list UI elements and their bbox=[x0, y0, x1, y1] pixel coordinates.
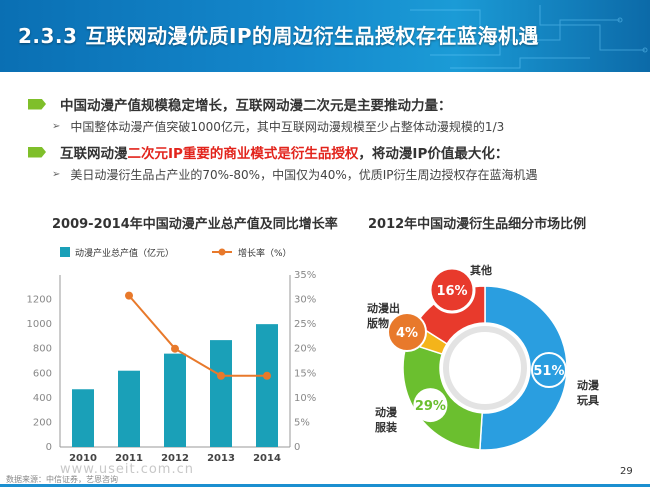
bullet-arrow-icon bbox=[28, 98, 46, 110]
growth-line bbox=[128, 294, 267, 377]
growth-point bbox=[263, 371, 271, 380]
section-number: 2.3.3 bbox=[18, 24, 78, 48]
y-left-tick-label: 400 bbox=[33, 393, 52, 404]
bullet-text: 中国动漫产值规模稳定增长，互联网动漫二次元是主要推动力量： bbox=[60, 98, 452, 114]
left-chart-title: 2009-2014年中国动漫产业总产值及同比增长率 bbox=[52, 217, 338, 232]
page-number: 29 bbox=[620, 466, 633, 477]
x-tick-label: 2013 bbox=[207, 453, 235, 464]
growth-point bbox=[125, 291, 133, 300]
bar bbox=[210, 340, 232, 447]
y-right-tick-label: 25% bbox=[294, 319, 316, 330]
y-right-tick-label: 15% bbox=[294, 368, 316, 379]
y-right-tick-label: 0 bbox=[294, 442, 300, 453]
bullet-list: 中国动漫产值规模稳定增长，互联网动漫二次元是主要推动力量： ➢ 中国整体动漫产值突… bbox=[28, 93, 628, 189]
legend-label-line: 增长率（%） bbox=[238, 247, 292, 259]
data-source: 数据来源：中信证券，艺恩咨询 bbox=[6, 475, 118, 484]
clothing-value-label: 29% bbox=[415, 399, 446, 414]
sub-bullet-item: ➢ 中国整体动漫产值突破1000亿元，其中互联网动漫规模至少占整体动漫规模的1/3 bbox=[28, 115, 628, 137]
x-tick-label: 2010 bbox=[69, 453, 97, 464]
y-right-tick-label: 30% bbox=[294, 295, 316, 306]
y-right-tick-label: 5% bbox=[294, 417, 310, 428]
watermark: www.useit.com.cn bbox=[60, 462, 194, 477]
other-value-label: 16% bbox=[436, 284, 467, 299]
legend-swatch-bar bbox=[60, 247, 70, 257]
chart-legend: 动漫产业总产值（亿元） 增长率（%） bbox=[60, 247, 292, 259]
page-title: 2.3.3 互联网动漫优质IP的周边衍生品授权存在蓝海机遇 bbox=[18, 20, 539, 49]
other-category-label: 其他 bbox=[470, 263, 492, 277]
bullet-item: 互联网动漫 二次元IP重要的商业模式是衍生品授权 ，将动漫IP价值最大化： bbox=[28, 141, 628, 163]
y-right-tick-label: 20% bbox=[294, 344, 316, 355]
right-chart-title: 2012年中国动漫衍生品细分市场比例 bbox=[368, 217, 587, 232]
toys-category-label: 动漫 bbox=[577, 378, 600, 392]
growth-point bbox=[171, 344, 179, 353]
growth-point bbox=[217, 371, 225, 380]
y-left-tick-label: 1000 bbox=[27, 319, 52, 330]
publications-bubble bbox=[387, 312, 427, 352]
y-right-tick-label: 35% bbox=[294, 270, 316, 281]
clothing-category-label: 服装 bbox=[375, 420, 397, 434]
sub-bullet-item: ➢ 美日动漫衍生品占产业的70%-80%，中国仅为40%，优质IP衍生周边授权存在… bbox=[28, 163, 628, 185]
legend-label-bar: 动漫产业总产值（亿元） bbox=[75, 247, 174, 259]
x-tick-label: 2014 bbox=[253, 453, 281, 464]
bullet-item: 中国动漫产值规模稳定增长，互联网动漫二次元是主要推动力量： bbox=[28, 93, 628, 115]
y-right-tick-label: 10% bbox=[294, 393, 316, 404]
bar bbox=[256, 324, 278, 447]
y-left-tick-label: 1200 bbox=[27, 295, 52, 306]
donut-hole bbox=[443, 326, 527, 410]
bar-line-chart: 动漫产业总产值（亿元） 增长率（%） 0 200 400 600 800 1000 1200 0 5… bbox=[27, 247, 316, 464]
chevron-right-icon: ➢ bbox=[52, 168, 61, 180]
pie-slice bbox=[479, 285, 568, 451]
y-left-tick-label: 200 bbox=[33, 417, 52, 428]
publications-value-label: 4% bbox=[396, 326, 418, 341]
bullet-highlight: 二次元IP重要的商业模式是衍生品授权 bbox=[127, 146, 359, 162]
header-banner: 2.3.3 互联网动漫优质IP的周边衍生品授权存在蓝海机遇 bbox=[0, 0, 650, 72]
toys-bubble bbox=[530, 352, 567, 389]
publications-category-label: 动漫出 bbox=[367, 301, 400, 315]
bullet-text-after: ，将动漫IP价值最大化： bbox=[358, 146, 509, 162]
publications-category-label: 版物 bbox=[367, 316, 389, 330]
chevron-right-icon: ➢ bbox=[52, 120, 61, 132]
y-left-tick-label: 0 bbox=[46, 442, 52, 453]
header-decoration bbox=[410, 5, 648, 69]
toys-value-label: 51% bbox=[533, 364, 564, 379]
toys-category-label: 玩具 bbox=[577, 394, 599, 407]
bullet-arrow-icon bbox=[28, 146, 46, 158]
bar bbox=[72, 389, 94, 447]
x-tick-label: 2012 bbox=[161, 453, 189, 464]
legend-marker-line bbox=[218, 248, 226, 256]
clothing-bubble bbox=[413, 388, 448, 423]
page-title-text: 互联网动漫优质IP的周边衍生品授权存在蓝海机遇 bbox=[85, 24, 540, 48]
sub-bullet-text: 美日动漫衍生品占产业的70%-80%，中国仅为40%，优质IP衍生周边授权存在蓝… bbox=[70, 167, 538, 182]
bottom-rule bbox=[0, 484, 650, 487]
x-tick-label: 2011 bbox=[115, 453, 143, 464]
bullet-text-before: 互联网动漫 bbox=[60, 146, 128, 162]
y-left-tick-label: 800 bbox=[33, 344, 52, 355]
sub-bullet-text: 中国整体动漫产值突破1000亿元，其中互联网动漫规模至少占整体动漫规模的1/3 bbox=[70, 119, 505, 134]
other-bubble bbox=[428, 266, 476, 314]
clothing-category-label: 动漫 bbox=[375, 405, 398, 419]
bar bbox=[118, 370, 140, 447]
bar bbox=[164, 353, 186, 447]
y-left-tick-label: 600 bbox=[33, 368, 52, 379]
